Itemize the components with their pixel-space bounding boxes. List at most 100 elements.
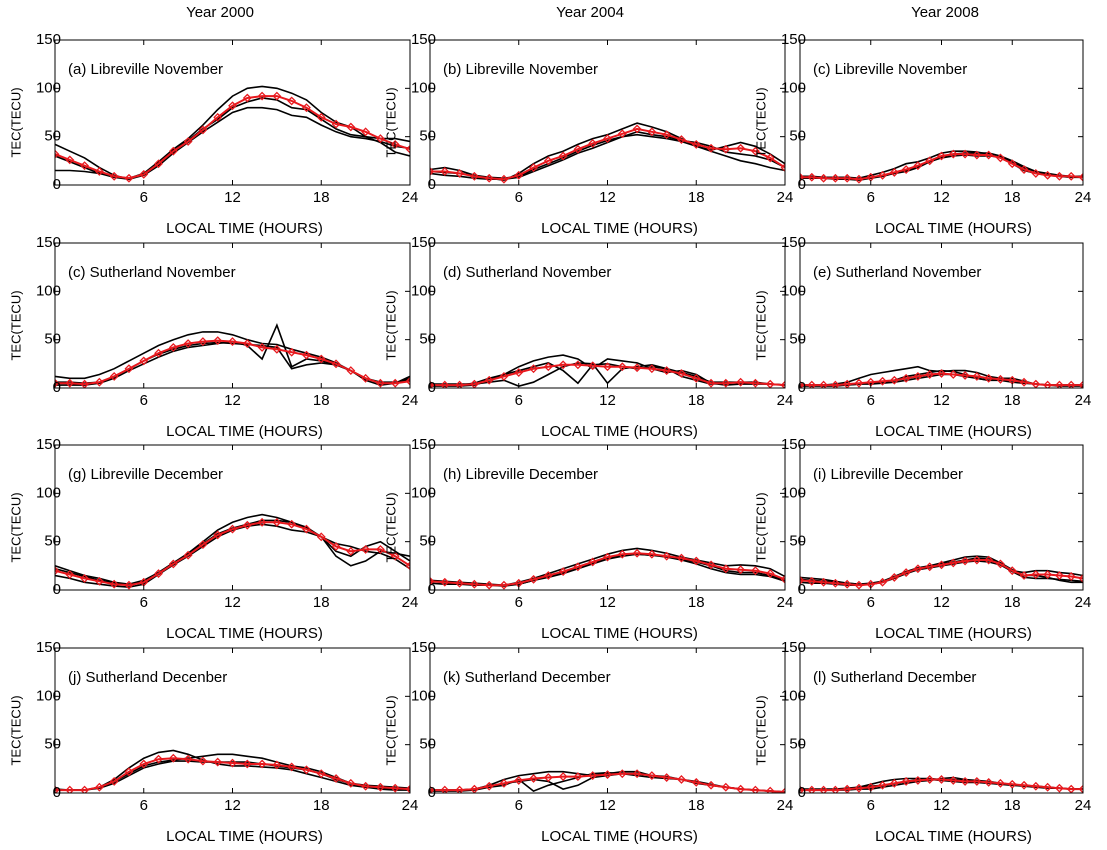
point-marker	[1019, 165, 1029, 174]
point-marker	[213, 336, 223, 346]
x-tick-label: 18	[1004, 392, 1021, 409]
y-tick-label: 0	[428, 379, 436, 396]
x-tick-label: 18	[313, 797, 330, 814]
point-marker	[819, 173, 829, 183]
point-marker	[405, 376, 410, 386]
y-tick-label: 50	[419, 533, 436, 550]
y-tick-label: 100	[36, 282, 61, 299]
point-marker	[937, 560, 946, 570]
point-marker	[529, 574, 538, 584]
point-marker	[361, 544, 371, 554]
point-marker	[455, 380, 465, 388]
point-marker	[1043, 380, 1053, 388]
x-tick-label: 12	[599, 392, 616, 409]
plot-area	[430, 769, 785, 793]
point-marker	[960, 149, 970, 159]
y-tick-label: 100	[411, 79, 436, 96]
point-marker	[632, 363, 642, 373]
point-marker	[198, 337, 208, 347]
point-marker	[765, 786, 775, 793]
y-tick-label: 100	[781, 484, 806, 501]
series-line	[55, 341, 410, 385]
point-marker	[198, 125, 208, 135]
series-line	[55, 339, 410, 386]
point-marker	[1019, 571, 1029, 580]
point-marker	[405, 561, 410, 571]
point-marker	[662, 366, 672, 376]
point-marker	[65, 570, 75, 579]
point-marker	[1055, 571, 1064, 580]
plot-area	[800, 555, 1083, 590]
x-tick-label: 24	[1075, 189, 1092, 206]
point-marker	[390, 139, 400, 149]
x-axis-label: LOCAL TIME (HOURS)	[541, 220, 698, 237]
point-marker	[691, 556, 701, 566]
point-marker	[228, 101, 237, 111]
point-marker	[390, 551, 400, 561]
panel-title: (g) Libreville December	[68, 466, 223, 483]
point-marker	[455, 168, 465, 178]
y-axis-label: TEC(TECU)	[753, 492, 768, 562]
point-marker	[1007, 779, 1017, 789]
series-line	[430, 122, 785, 182]
point-marker	[124, 173, 134, 183]
y-tick-label: 0	[53, 784, 61, 801]
point-marker	[878, 376, 887, 386]
x-axis-label: LOCAL TIME (HOURS)	[166, 423, 323, 440]
point-marker	[55, 149, 60, 159]
y-tick-label: 0	[53, 581, 61, 598]
point-marker	[375, 544, 385, 554]
point-marker	[800, 575, 805, 585]
panel: 0 50 100 150 6 12 18 24 LOCAL TIME (HOURS) TEC(TE…	[383, 436, 793, 642]
series-line	[55, 95, 410, 180]
point-marker	[830, 785, 840, 793]
y-tick-label: 50	[44, 128, 61, 145]
series-line	[55, 523, 410, 588]
point-marker	[440, 380, 450, 388]
point-marker	[1078, 573, 1083, 583]
point-marker	[750, 146, 760, 156]
point-marker	[154, 348, 163, 358]
x-tick-label: 6	[515, 797, 523, 814]
point-marker	[960, 556, 970, 566]
point-marker	[913, 371, 923, 381]
x-tick-label: 12	[933, 392, 950, 409]
point-marker	[558, 772, 568, 781]
point-marker	[1055, 380, 1064, 388]
x-tick-label: 12	[599, 797, 616, 814]
x-tick-label: 6	[867, 797, 875, 814]
point-marker	[198, 540, 208, 549]
series-line	[430, 553, 785, 587]
x-tick-label: 12	[224, 594, 241, 611]
panel-title: (e) Sutherland November	[813, 264, 981, 281]
point-marker	[830, 578, 840, 588]
point-marker	[1031, 168, 1041, 178]
x-tick-label: 6	[515, 392, 523, 409]
point-marker	[901, 776, 911, 786]
plot-area	[800, 149, 1083, 184]
series-line	[430, 772, 785, 793]
point-marker	[213, 530, 223, 540]
x-tick-label: 12	[933, 189, 950, 206]
point-marker	[558, 567, 568, 577]
point-marker	[972, 555, 982, 565]
point-marker	[889, 168, 899, 177]
y-tick-label: 0	[798, 784, 806, 801]
point-marker	[94, 377, 104, 387]
point-marker	[484, 781, 494, 791]
point-marker	[529, 774, 538, 783]
point-marker	[632, 769, 642, 779]
point-marker	[455, 785, 465, 793]
point-marker	[647, 364, 657, 374]
point-marker	[937, 775, 946, 784]
x-tick-label: 24	[777, 797, 794, 814]
x-axis-label: LOCAL TIME (HOURS)	[541, 828, 698, 845]
panel-title: (d) Sutherland November	[443, 264, 611, 281]
x-axis-label: LOCAL TIME (HOURS)	[875, 625, 1032, 642]
x-axis-label: LOCAL TIME (HOURS)	[166, 220, 323, 237]
panel-title: (c) Libreville November	[813, 61, 967, 78]
y-tick-label: 150	[36, 31, 61, 48]
y-axis-label: TEC(TECU)	[383, 695, 398, 765]
point-marker	[807, 380, 817, 388]
